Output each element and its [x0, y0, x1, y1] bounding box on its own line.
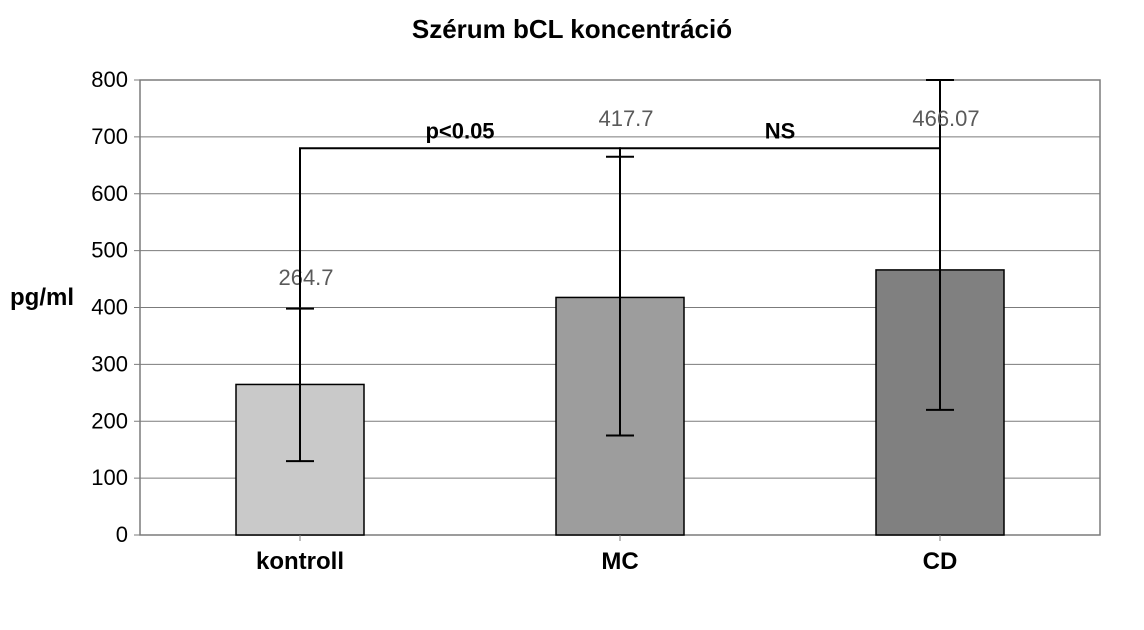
- chart-title: Szérum bCL koncentráció: [0, 14, 1144, 45]
- xtick-label: MC: [601, 548, 638, 575]
- xtick-label: CD: [923, 548, 958, 575]
- chart-svg: 0 100 200 300 400 500 600 700 800 264.7 kontroll 41…: [0, 0, 1144, 630]
- ytick-label: 100: [91, 465, 128, 490]
- chart-container: Szérum bCL koncentráció pg/ml 0 100 200 300…: [0, 0, 1144, 630]
- ytick-label: 0: [116, 522, 128, 547]
- xtick-label: kontroll: [256, 548, 344, 575]
- ytick-label: 600: [91, 181, 128, 206]
- bar-value-label: 417.7: [598, 106, 653, 131]
- y-axis-label: pg/ml: [10, 284, 74, 312]
- significance-label: p<0.05: [425, 118, 494, 143]
- ytick-label: 300: [91, 351, 128, 376]
- ytick-label: 700: [91, 124, 128, 149]
- significance-label: NS: [765, 118, 796, 143]
- ytick-label: 500: [91, 238, 128, 263]
- bar-value-label: 466.07: [912, 106, 979, 131]
- bar-value-label: 264.7: [278, 265, 333, 290]
- ytick-label: 200: [91, 408, 128, 433]
- ytick-label: 800: [91, 67, 128, 92]
- ytick-label: 400: [91, 295, 128, 320]
